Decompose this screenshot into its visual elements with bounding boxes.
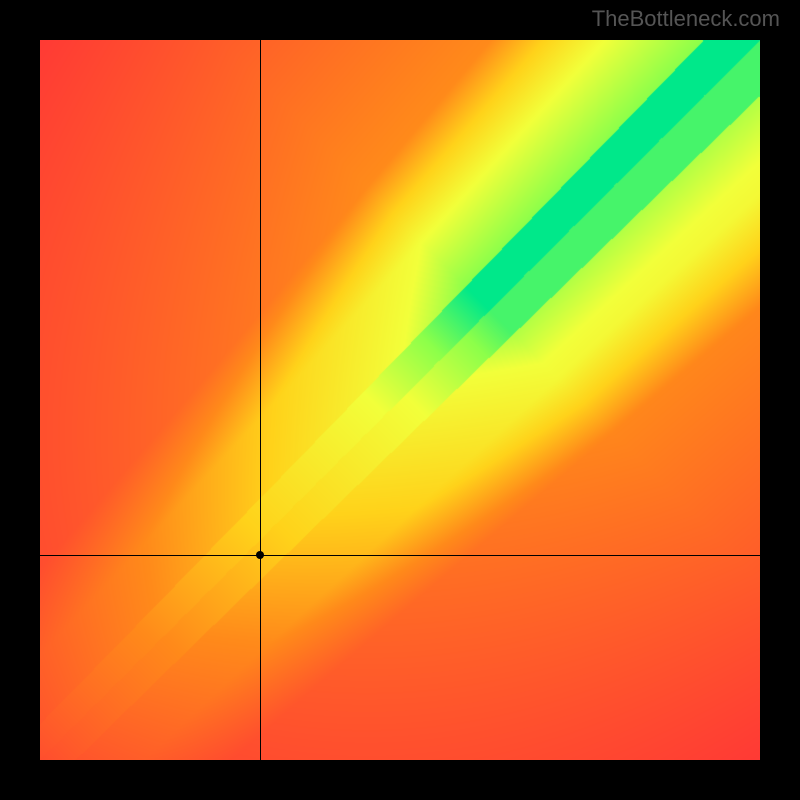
- chart-container: [40, 40, 760, 760]
- watermark-text: TheBottleneck.com: [592, 6, 780, 32]
- heatmap-canvas: [40, 40, 760, 760]
- crosshair-vertical: [260, 40, 261, 760]
- marker-dot: [256, 551, 264, 559]
- crosshair-horizontal: [40, 555, 760, 556]
